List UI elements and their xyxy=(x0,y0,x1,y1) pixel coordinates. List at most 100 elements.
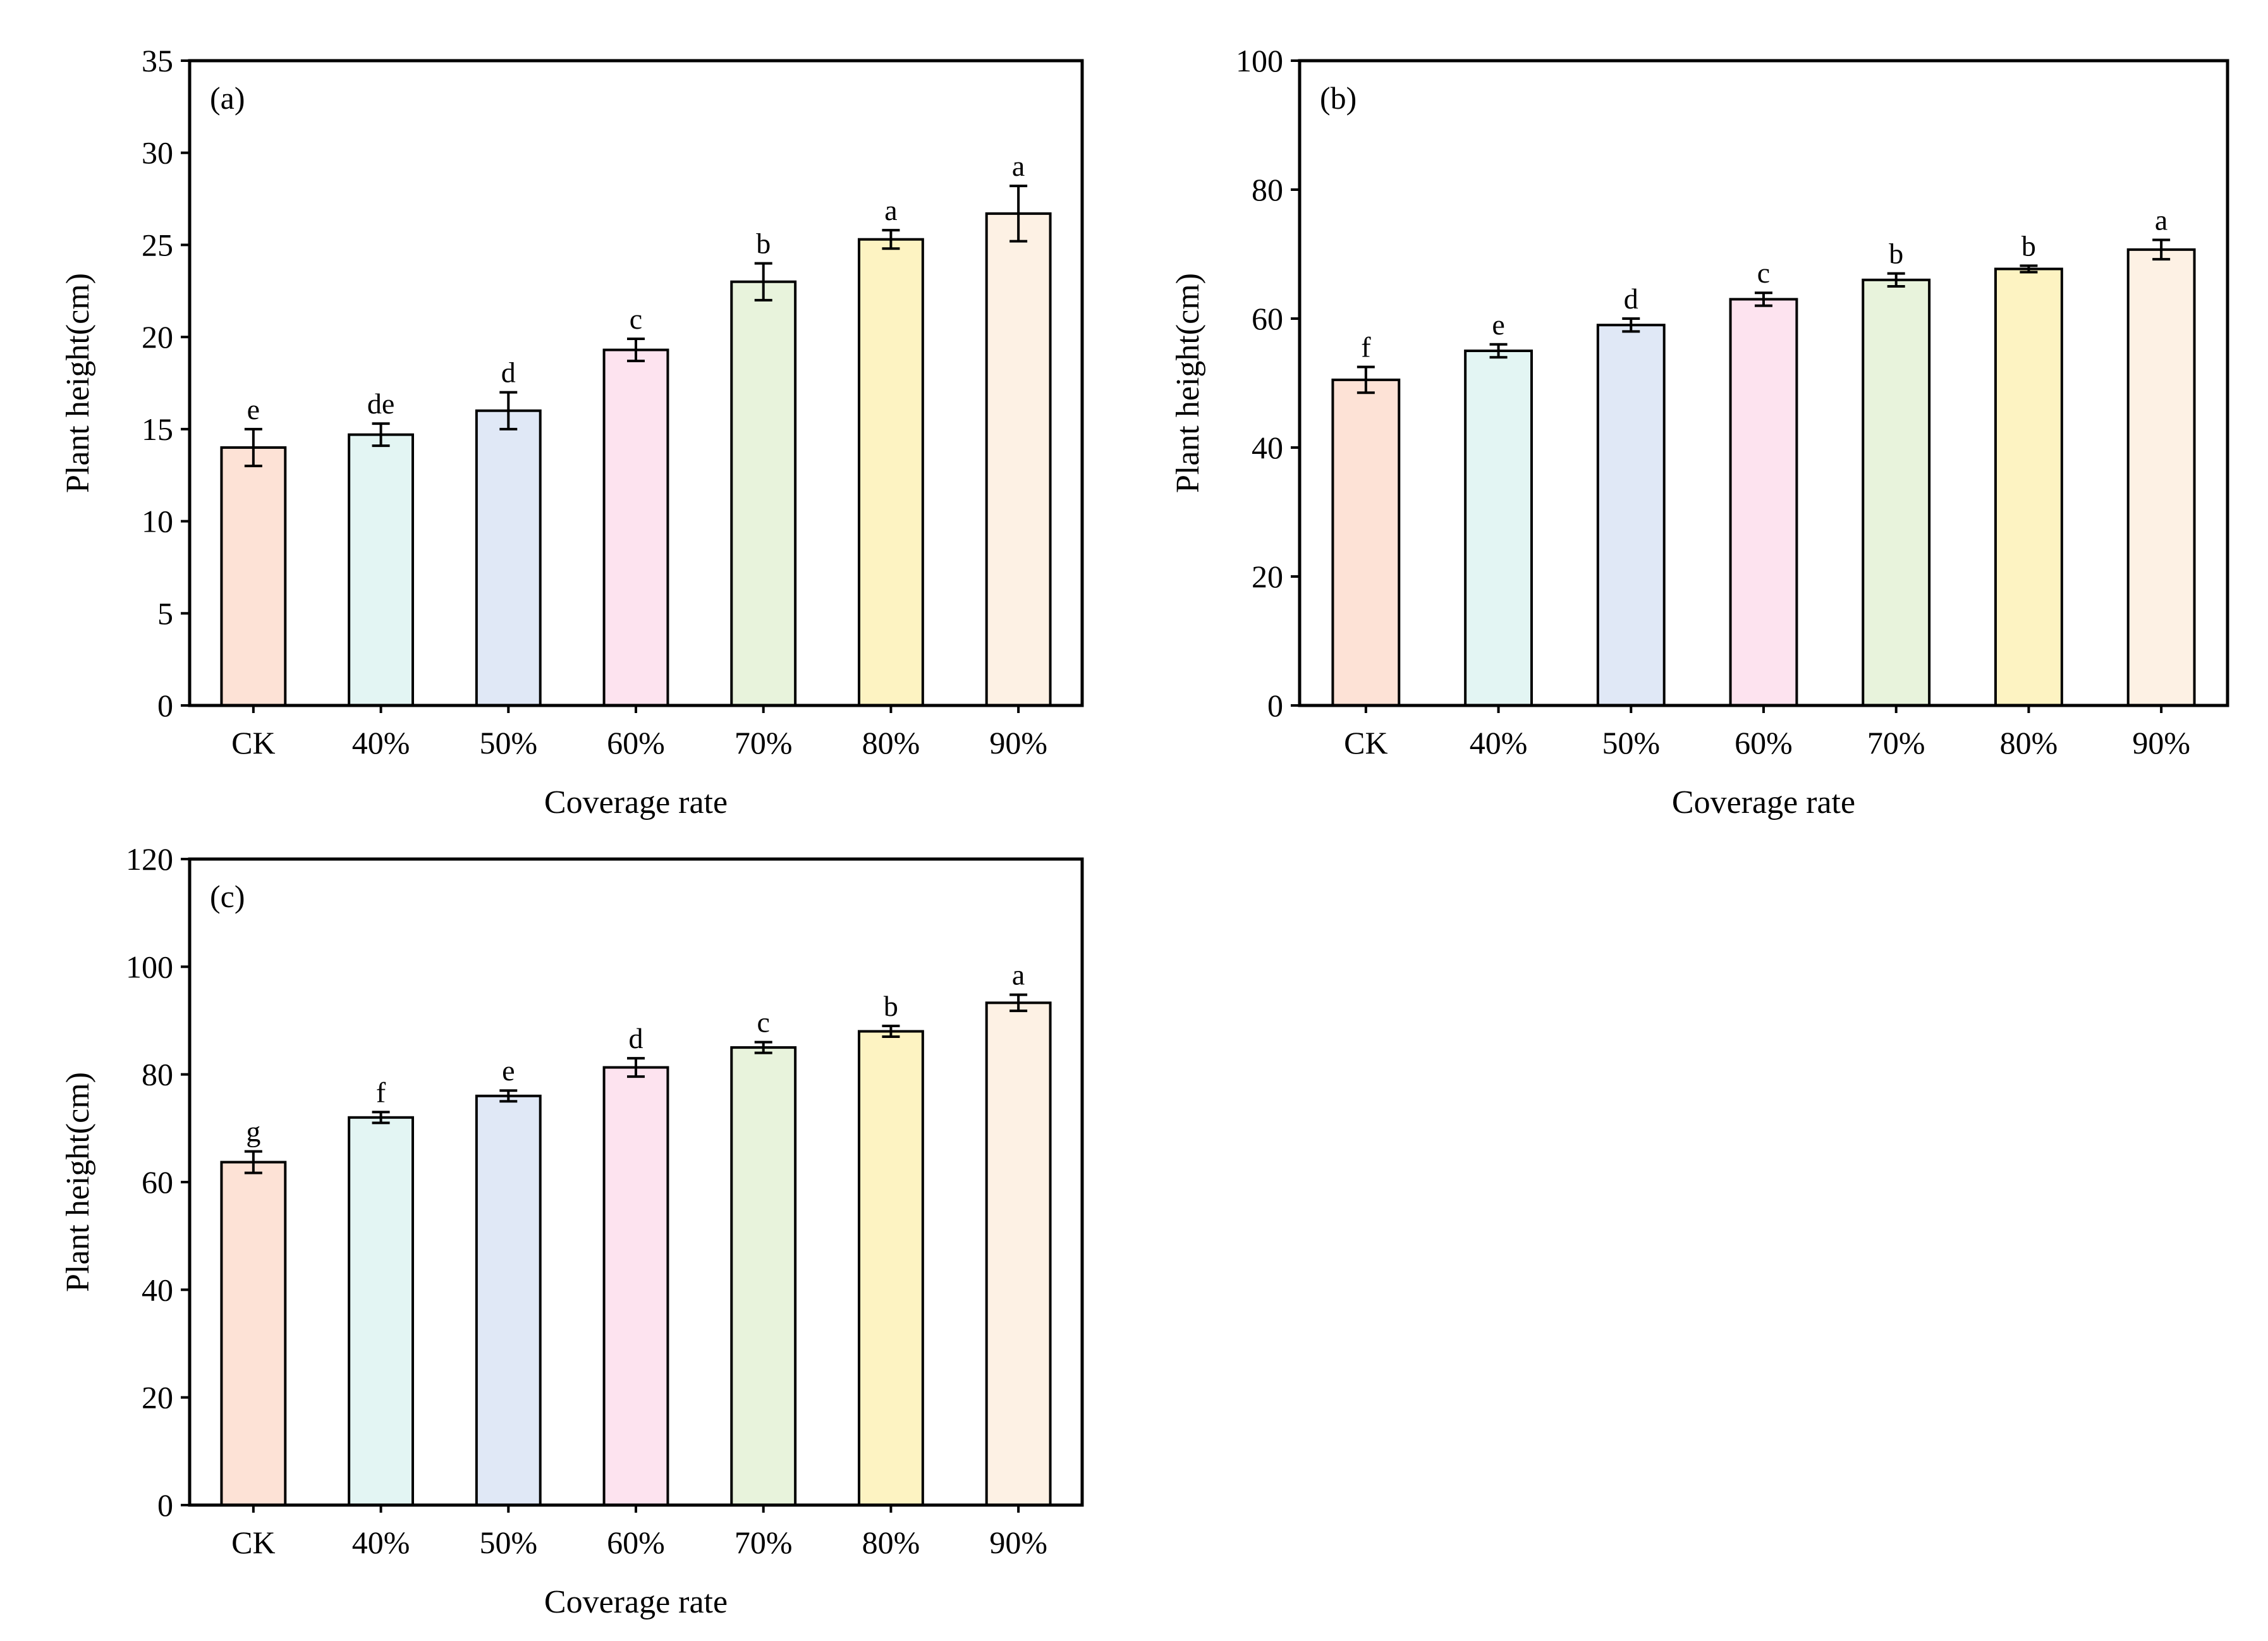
y-tick-label-c-6: 120 xyxy=(126,841,173,877)
x-tick-label-a-5: 80% xyxy=(862,725,920,760)
y-tick-label-a-6: 30 xyxy=(142,135,173,171)
bar-c-6 xyxy=(985,1001,1052,1506)
bar-a-5 xyxy=(858,238,924,707)
y-tick-label-b-4: 80 xyxy=(1252,172,1283,207)
y-tick-label-c-4: 80 xyxy=(142,1057,173,1092)
y-tick-label-b-2: 40 xyxy=(1252,430,1283,465)
bar-b-3 xyxy=(1729,298,1798,707)
axes-group-a: CK 40% 50% 60% 70% 80% 90% 0 5 10 15 20 25 30 35 xyxy=(142,43,1047,760)
bar-a-3 xyxy=(602,348,669,707)
y-tick-label-b-1: 20 xyxy=(1252,559,1283,594)
x-tick-label-b-6: 90% xyxy=(2132,725,2190,760)
x-tick-label-b-3: 60% xyxy=(1735,725,1793,760)
axes-group-b: CK 40% 50% 60% 70% 80% 90% 0 20 40 60 80 100 xyxy=(1236,43,2190,760)
bar-c-0 xyxy=(220,1161,287,1506)
bar-c-1 xyxy=(348,1116,415,1507)
bars-group-b: f e d c b b a xyxy=(1331,204,2196,707)
bar-c-3 xyxy=(602,1066,669,1506)
significance-letter-c-1: f xyxy=(376,1076,386,1108)
y-tick-label-c-3: 60 xyxy=(142,1164,173,1200)
y-tick-label-b-5: 100 xyxy=(1236,43,1283,78)
bar-a-6 xyxy=(985,212,1052,707)
significance-letter-b-4: b xyxy=(1889,238,1903,270)
y-tick-label-b-3: 60 xyxy=(1252,301,1283,336)
bar-b-2 xyxy=(1596,324,1666,707)
bar-c-4 xyxy=(730,1046,797,1507)
bar-c-2 xyxy=(475,1094,542,1506)
x-tick-label-a-4: 70% xyxy=(735,725,793,760)
significance-letter-b-5: b xyxy=(2021,229,2036,262)
y-axis-title-a: Plant height(cm) xyxy=(60,273,96,493)
panel-label-c: (c) xyxy=(210,879,245,914)
bar-c-5 xyxy=(858,1030,924,1506)
x-tick-label-c-3: 60% xyxy=(607,1525,665,1560)
significance-letter-b-1: e xyxy=(1492,308,1504,341)
x-tick-label-a-6: 90% xyxy=(989,725,1047,760)
y-tick-label-a-1: 5 xyxy=(157,595,173,631)
y-axis-title-c: Plant height(cm) xyxy=(60,1072,96,1292)
bars-group-c: g f e d c b a xyxy=(220,959,1052,1507)
y-tick-label-c-2: 40 xyxy=(142,1272,173,1307)
y-tick-label-c-1: 20 xyxy=(142,1380,173,1415)
x-axis-title-c: Coverage rate xyxy=(544,1584,728,1620)
significance-letter-a-6: a xyxy=(1012,150,1025,182)
panel-label-a: (a) xyxy=(210,80,245,116)
x-tick-label-c-4: 70% xyxy=(735,1525,793,1560)
x-axis-title-a: Coverage rate xyxy=(544,784,728,820)
bar-b-1 xyxy=(1464,350,1533,707)
bar-b-4 xyxy=(1862,278,1931,707)
y-tick-label-a-0: 0 xyxy=(157,688,173,723)
x-tick-label-a-0: CK xyxy=(231,725,275,760)
x-tick-label-b-0: CK xyxy=(1344,725,1387,760)
significance-letter-a-0: e xyxy=(247,393,260,425)
y-tick-label-c-0: 0 xyxy=(157,1487,173,1523)
significance-letter-c-6: a xyxy=(1012,959,1025,991)
y-tick-label-b-0: 0 xyxy=(1267,688,1283,723)
x-tick-label-b-2: 50% xyxy=(1602,725,1660,760)
y-tick-label-a-4: 20 xyxy=(142,319,173,355)
x-tick-label-c-6: 90% xyxy=(989,1525,1047,1560)
x-tick-label-c-2: 50% xyxy=(479,1525,537,1560)
bar-b-5 xyxy=(1994,267,2063,707)
bar-a-2 xyxy=(475,409,542,707)
significance-letter-c-2: e xyxy=(502,1054,515,1087)
axes-group-c: CK 40% 50% 60% 70% 80% 90% 0 20 40 60 80 100 120 xyxy=(126,841,1047,1560)
bars-group-a: e de d c b a a xyxy=(220,150,1052,707)
bar-b-0 xyxy=(1331,378,1401,707)
chart-panel-a: e de d c b a a CK 40% 50% 60% 70% 80% 90% 0 5 10 15 20 25 3… xyxy=(60,43,1084,820)
y-tick-label-a-3: 15 xyxy=(142,412,173,447)
y-axis-title-b: Plant height(cm) xyxy=(1170,273,1206,493)
significance-letter-b-2: d xyxy=(1624,283,1638,315)
y-tick-label-a-5: 25 xyxy=(142,227,173,262)
y-tick-label-a-7: 35 xyxy=(142,43,173,78)
bar-a-0 xyxy=(220,446,287,707)
significance-letter-b-0: f xyxy=(1361,331,1371,363)
x-tick-label-a-3: 60% xyxy=(607,725,665,760)
x-tick-label-c-0: CK xyxy=(231,1525,275,1560)
x-axis-title-b: Coverage rate xyxy=(1672,784,1855,820)
significance-letter-a-2: d xyxy=(501,357,516,389)
panel-label-b: (b) xyxy=(1320,80,1357,116)
x-tick-label-b-1: 40% xyxy=(1470,725,1528,760)
x-tick-label-a-2: 50% xyxy=(479,725,537,760)
bar-b-6 xyxy=(2126,248,2196,707)
significance-letter-a-5: a xyxy=(884,194,897,226)
x-tick-label-b-5: 80% xyxy=(2000,725,2058,760)
significance-letter-c-3: d xyxy=(629,1022,643,1054)
significance-letter-a-3: c xyxy=(630,303,642,335)
x-tick-label-c-5: 80% xyxy=(862,1525,920,1560)
y-tick-label-c-5: 100 xyxy=(126,949,173,984)
significance-letter-b-6: a xyxy=(2155,204,2167,236)
chart-panel-c: g f e d c b a CK 40% 50% 60% 70% 80% 90% 0 20 40 60 80 100… xyxy=(60,841,1084,1620)
bar-a-1 xyxy=(348,433,415,707)
significance-letter-c-0: g xyxy=(246,1115,260,1147)
x-tick-label-a-1: 40% xyxy=(352,725,410,760)
x-tick-label-c-1: 40% xyxy=(352,1525,410,1560)
significance-letter-c-5: b xyxy=(884,990,898,1022)
significance-letter-b-3: c xyxy=(1757,257,1770,289)
bar-a-4 xyxy=(730,280,797,707)
significance-letter-a-1: de xyxy=(367,387,394,420)
significance-letter-a-4: b xyxy=(756,228,771,260)
x-tick-label-b-4: 70% xyxy=(1867,725,1925,760)
